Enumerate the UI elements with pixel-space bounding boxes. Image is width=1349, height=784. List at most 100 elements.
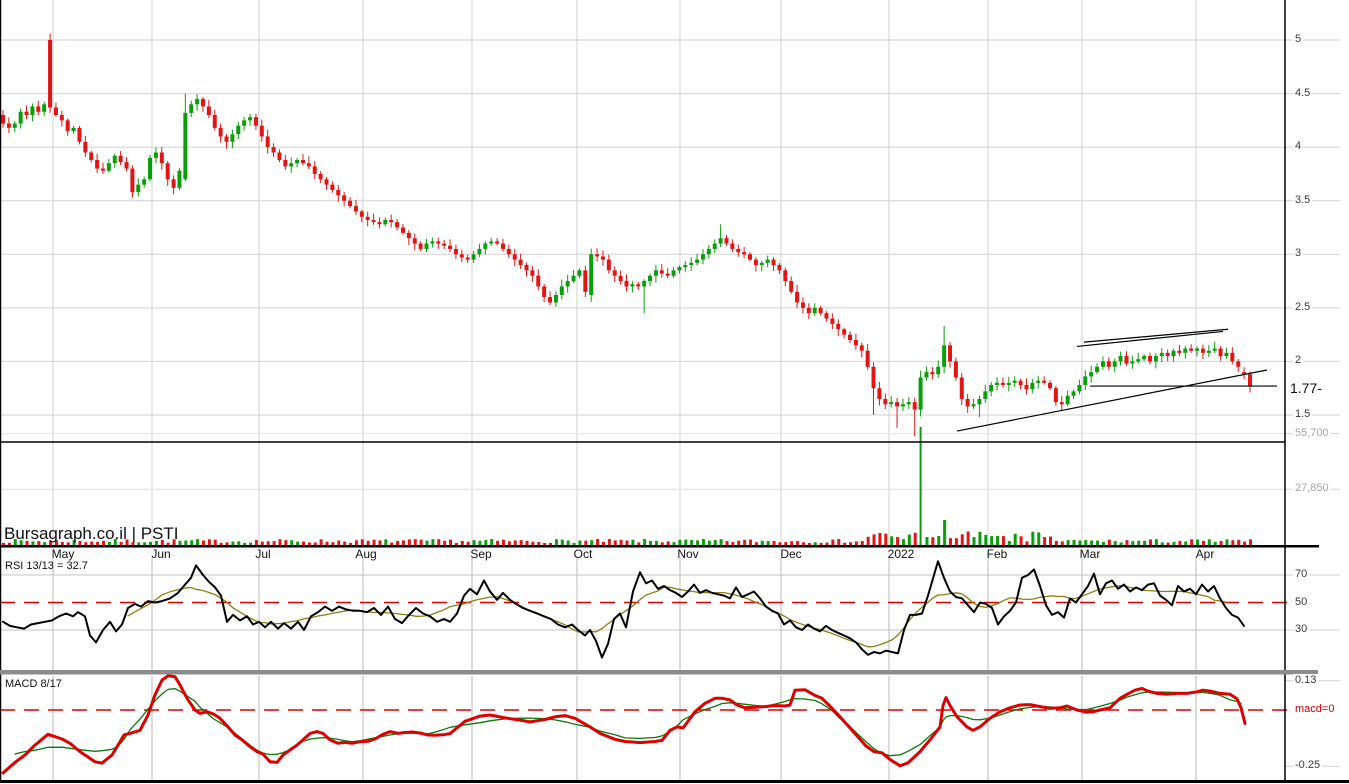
volume-bar	[678, 539, 682, 545]
volume-bar	[1207, 539, 1211, 545]
candle-body	[783, 270, 788, 282]
volume-bar	[1201, 540, 1205, 545]
candle-body	[824, 313, 829, 319]
candle-body	[942, 345, 947, 367]
x-axis-label-sep: Sep	[470, 547, 492, 561]
watermark-ticker-label: Bursagraph.co.il | PSTI	[4, 524, 179, 543]
volume-bar	[466, 541, 470, 545]
volume-bar	[307, 542, 311, 545]
candle-body	[448, 245, 453, 249]
volume-bar	[1172, 541, 1176, 545]
volume-bar	[166, 542, 170, 545]
candle-body	[277, 152, 282, 160]
volume-bar	[878, 532, 882, 545]
candle-body	[48, 40, 53, 108]
volume-bar	[1078, 540, 1082, 545]
candle-body	[553, 294, 558, 303]
volume-bar	[160, 539, 164, 545]
volume-bar	[1096, 540, 1100, 545]
candle-body	[1006, 382, 1011, 385]
candle-body	[789, 281, 794, 292]
rsi-axis-label: 50	[1293, 595, 1310, 608]
volume-bar	[537, 542, 541, 545]
candle-body	[148, 157, 153, 180]
volume-bar	[1001, 536, 1005, 545]
candle-body	[865, 350, 870, 367]
candle-body	[312, 166, 317, 174]
candle-body	[136, 184, 141, 193]
volume-bar	[284, 540, 288, 545]
candle-body	[12, 123, 17, 128]
candle-body	[595, 254, 600, 257]
volume-bar	[237, 541, 241, 545]
candle-body	[177, 170, 182, 188]
candle-body	[359, 211, 364, 217]
candle-body	[318, 173, 323, 180]
x-axis-label-oct: Oct	[573, 547, 593, 561]
volume-bar	[849, 542, 853, 545]
candle-body	[912, 402, 917, 410]
volume-bar	[366, 540, 370, 545]
volume-bar	[254, 539, 258, 545]
candle-body	[806, 307, 811, 314]
volume-bar	[696, 540, 700, 545]
rsi-ma-line	[127, 584, 1227, 648]
volume-bar	[7, 542, 11, 545]
macd-signal-line	[14, 688, 1242, 757]
candle-body	[195, 98, 200, 105]
candle-body	[477, 248, 482, 255]
volume-bar	[372, 539, 376, 545]
candle-body	[424, 243, 429, 249]
candle-body	[1206, 350, 1211, 353]
candle-body	[165, 163, 170, 180]
volume-bar	[860, 541, 864, 545]
candle-body	[495, 241, 500, 244]
volume-bar	[1031, 531, 1035, 545]
candle-body	[400, 227, 405, 233]
candle-body	[412, 238, 417, 244]
volume-bar	[1013, 533, 1017, 545]
volume-bar	[1160, 542, 1164, 545]
volume-bar	[760, 540, 764, 545]
volume-bar	[331, 542, 335, 545]
candle-body	[436, 241, 441, 244]
volume-bar	[54, 540, 58, 545]
candle-body	[200, 98, 205, 107]
volume-bar	[360, 539, 364, 545]
macd-line	[1, 674, 1247, 775]
volume-bar	[319, 539, 323, 545]
candle-body	[1147, 356, 1152, 362]
candle-body	[959, 377, 964, 399]
volume-bar	[525, 540, 529, 545]
volume-bar	[384, 539, 388, 545]
bottom-border	[0, 780, 1349, 783]
volume-bar	[296, 541, 300, 545]
volume-bar	[1190, 539, 1194, 545]
candle-body	[1200, 348, 1205, 353]
candle-body	[606, 259, 611, 271]
volume-bar	[1037, 532, 1041, 545]
volume-bar	[301, 541, 305, 545]
candle-body	[989, 384, 994, 392]
candle-body	[1189, 348, 1194, 351]
volume-bar	[613, 540, 617, 545]
volume-bar	[1084, 540, 1088, 545]
candle-body	[489, 241, 494, 244]
volume-bar	[249, 542, 253, 545]
candle-body	[900, 404, 905, 407]
volume-bar	[19, 540, 23, 545]
candle-body	[971, 404, 976, 407]
candle-body	[1059, 402, 1064, 405]
volume-bar	[743, 539, 747, 545]
volume-bar	[149, 541, 153, 545]
volume-bar	[1060, 541, 1064, 545]
volume-bar	[478, 540, 482, 545]
candle-body	[1000, 382, 1005, 385]
rsi-indicator-label: RSI 13/13 = 32.7	[5, 560, 88, 572]
candle-body	[536, 275, 541, 287]
volume-bar	[343, 541, 347, 545]
candle-body	[159, 152, 164, 164]
candle-body	[1047, 382, 1052, 389]
volume-bar	[1196, 539, 1200, 545]
